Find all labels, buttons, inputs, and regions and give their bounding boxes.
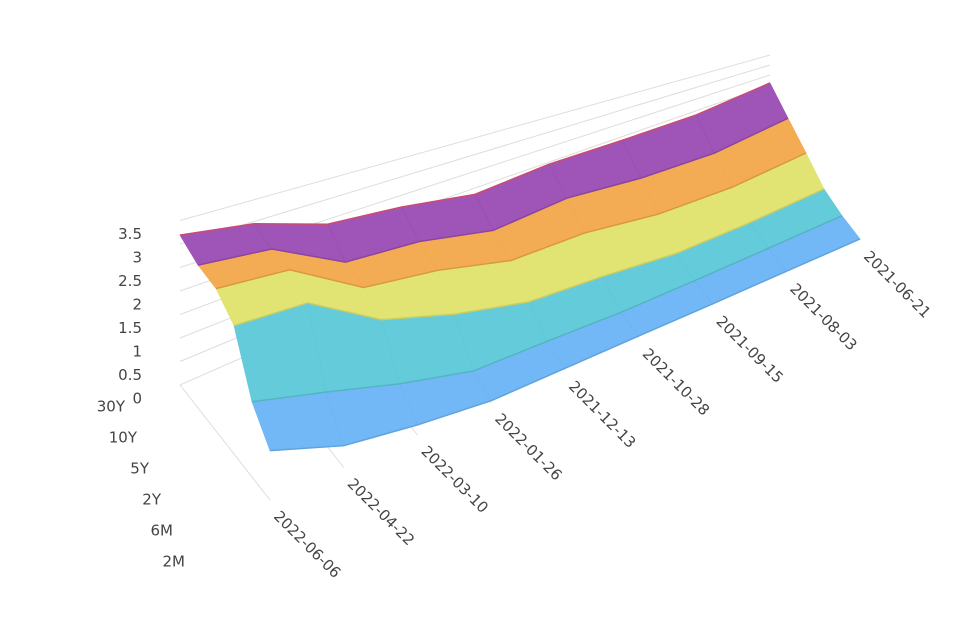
z-tick-label: 3 xyxy=(132,249,142,267)
x-tick-label: 2022-06-06 xyxy=(270,507,344,581)
x-tick-label: 2021-06-21 xyxy=(860,247,934,321)
tenor-line xyxy=(233,188,825,327)
y-tick-label: 2Y xyxy=(142,491,162,509)
z-tick-label: 2.5 xyxy=(118,272,142,290)
x-tick-label: 2021-10-28 xyxy=(639,345,713,419)
z-tick-label: 1 xyxy=(132,343,142,361)
tenor-line xyxy=(269,238,861,452)
z-tick-label: 1.5 xyxy=(118,319,142,337)
tenor-line xyxy=(197,117,789,266)
z-tick-label: 0.5 xyxy=(118,366,142,384)
x-tick-label: 2022-03-10 xyxy=(417,442,491,516)
y-tick-label: 2M xyxy=(163,553,186,571)
z-grid-line xyxy=(179,54,771,221)
y-tick-label: 10Y xyxy=(109,429,138,447)
x-tick-label: 2021-08-03 xyxy=(786,280,860,354)
y-tick-label: 5Y xyxy=(130,460,150,478)
z-grid-line xyxy=(179,64,771,245)
x-tick-label: 2021-09-15 xyxy=(712,312,786,386)
y-tick-label: 30Y xyxy=(97,398,126,416)
z-tick-label: 2 xyxy=(132,296,142,314)
tenor-line xyxy=(179,82,771,236)
x-grid-line xyxy=(179,384,271,501)
z-tick-label: 0 xyxy=(132,390,142,408)
z-tick-label: 3.5 xyxy=(118,225,142,243)
x-tick-label: 2022-04-22 xyxy=(344,475,418,549)
y-tick-label: 6M xyxy=(151,522,174,540)
x-tick-label: 2021-12-13 xyxy=(565,377,639,451)
tenor-line xyxy=(251,215,843,403)
x-tick-label: 2022-01-26 xyxy=(491,410,565,484)
tenor-line xyxy=(215,152,807,290)
